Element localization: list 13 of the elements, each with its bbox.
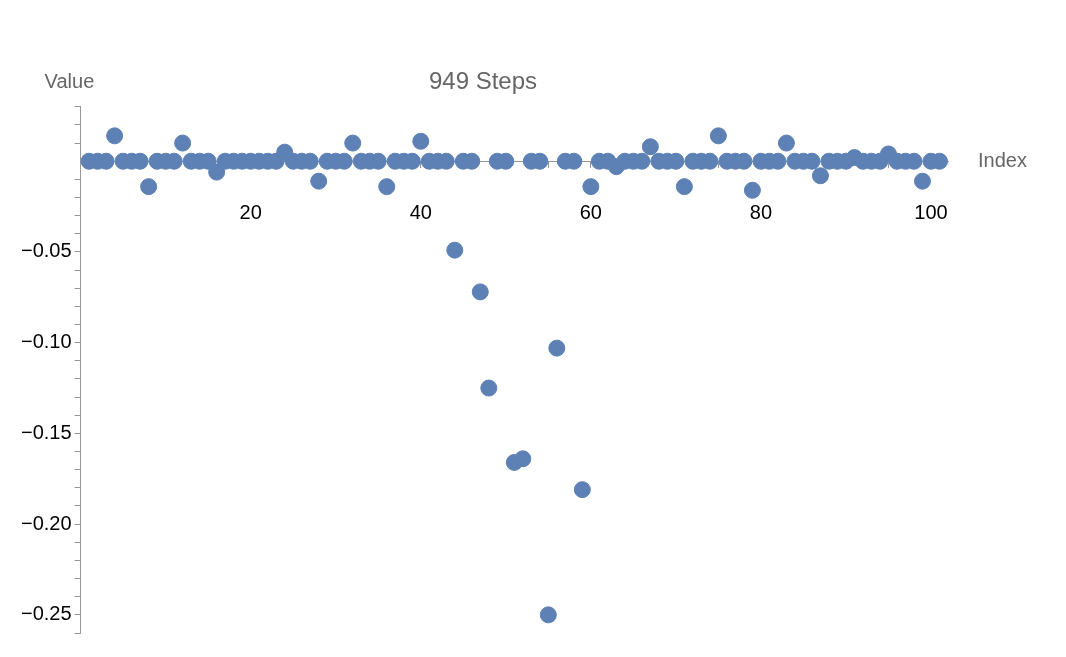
y-tick-label: −0.05 <box>21 239 72 262</box>
x-tick-label: 60 <box>579 200 602 223</box>
y-axis-title: Value <box>44 70 95 93</box>
y-tick-label: −0.20 <box>21 511 72 534</box>
x-tick-label: 20 <box>239 200 262 223</box>
y-tick-label: −0.25 <box>21 602 72 625</box>
y-tick-label: −0.15 <box>21 420 72 443</box>
x-tick-label: 100 <box>914 200 948 223</box>
chart-title: 949 Steps <box>428 67 538 95</box>
x-axis-title: Index <box>978 148 1027 171</box>
y-tick-label: −0.10 <box>21 330 72 353</box>
x-tick-label: 40 <box>409 200 432 223</box>
x-tick-label: 80 <box>749 200 773 223</box>
